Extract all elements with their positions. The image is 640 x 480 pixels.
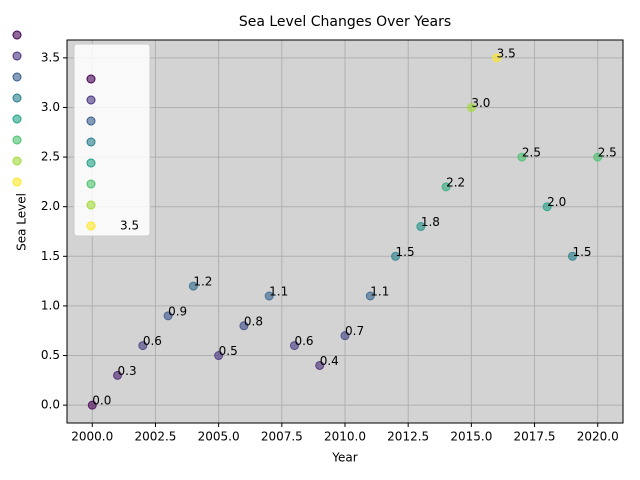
legend-marker [12, 156, 22, 166]
data-label: 0.5 [219, 344, 238, 358]
data-label: 0.0 [92, 394, 111, 408]
y-tick-label: 3.0 [41, 100, 60, 114]
data-label: 2.0 [547, 195, 566, 209]
x-tick-label: 2007.5 [261, 430, 303, 444]
legend-marker [12, 72, 22, 82]
point [188, 281, 198, 291]
y-tick-label: 0.5 [41, 348, 60, 362]
point [466, 102, 476, 112]
point [340, 331, 350, 341]
data-label: 2.5 [522, 146, 541, 160]
point [138, 341, 148, 351]
point [214, 351, 224, 361]
y-axis-label: Sea Level [15, 193, 29, 251]
x-tick-label: 2017.5 [514, 430, 556, 444]
legend-marker [12, 93, 22, 103]
data-label: 3.5 [497, 46, 516, 60]
point [391, 251, 401, 261]
y-tick-label: 1.0 [41, 298, 60, 312]
point [163, 311, 173, 321]
point [567, 251, 577, 261]
legend-marker [86, 95, 96, 105]
legend-marker [86, 221, 96, 231]
data-label: 0.8 [244, 314, 263, 328]
x-tick-label: 2015.0 [450, 430, 492, 444]
legend-marker [86, 179, 96, 189]
legend-label: 3.5 [120, 219, 139, 233]
y-tick-label: 0.0 [41, 398, 60, 412]
legend-marker [86, 74, 96, 84]
point [492, 53, 502, 63]
data-label: 3.0 [471, 96, 490, 110]
legend-marker [86, 116, 96, 126]
point [239, 321, 249, 331]
point [441, 182, 451, 192]
point [542, 202, 552, 212]
point [416, 222, 426, 232]
point [593, 152, 603, 162]
x-tick-label: 2012.5 [387, 430, 429, 444]
legend-marker [86, 158, 96, 168]
data-label: 1.1 [370, 284, 389, 298]
legend-marker [12, 51, 22, 61]
y-tick-label: 1.5 [41, 249, 60, 263]
plot-frame [66, 39, 624, 424]
legend-marker [12, 30, 22, 40]
chart-title: Sea Level Changes Over Years [239, 14, 451, 30]
legend: 3.5 [73, 43, 151, 237]
data-label: 0.4 [320, 354, 339, 368]
legend-marker [86, 137, 96, 147]
x-tick-label: 2020.0 [577, 430, 619, 444]
data-label: 0.9 [168, 304, 187, 318]
data-label: 1.5 [572, 245, 591, 259]
data-label: 2.5 [598, 146, 617, 160]
x-tick-label: 2010.0 [324, 430, 366, 444]
data-label: 0.3 [118, 364, 137, 378]
legend-marker [12, 177, 22, 187]
data-label: 2.2 [446, 175, 465, 189]
data-label: 0.7 [345, 324, 364, 338]
point [517, 152, 527, 162]
point [264, 291, 274, 301]
data-label: 0.6 [294, 334, 313, 348]
data-label: 1.2 [193, 275, 212, 289]
data-label: 1.8 [421, 215, 440, 229]
data-label: 1.1 [269, 284, 288, 298]
data-label: 0.6 [143, 334, 162, 348]
y-tick-label: 2.0 [41, 199, 60, 213]
y-tick-label: 2.5 [41, 150, 60, 164]
point [113, 370, 123, 380]
legend-marker [12, 135, 22, 145]
x-tick-label: 2002.5 [134, 430, 176, 444]
x-tick-label: 2005.0 [198, 430, 240, 444]
point [289, 341, 299, 351]
x-axis-label: Year [331, 451, 357, 465]
legend-marker [86, 200, 96, 210]
point [315, 360, 325, 370]
legend-box [73, 43, 151, 237]
legend-marker [12, 114, 22, 124]
point [365, 291, 375, 301]
data-label: 1.5 [396, 245, 415, 259]
point [87, 400, 97, 410]
y-tick-label: 3.5 [41, 50, 60, 64]
x-tick-label: 2000.0 [71, 430, 113, 444]
